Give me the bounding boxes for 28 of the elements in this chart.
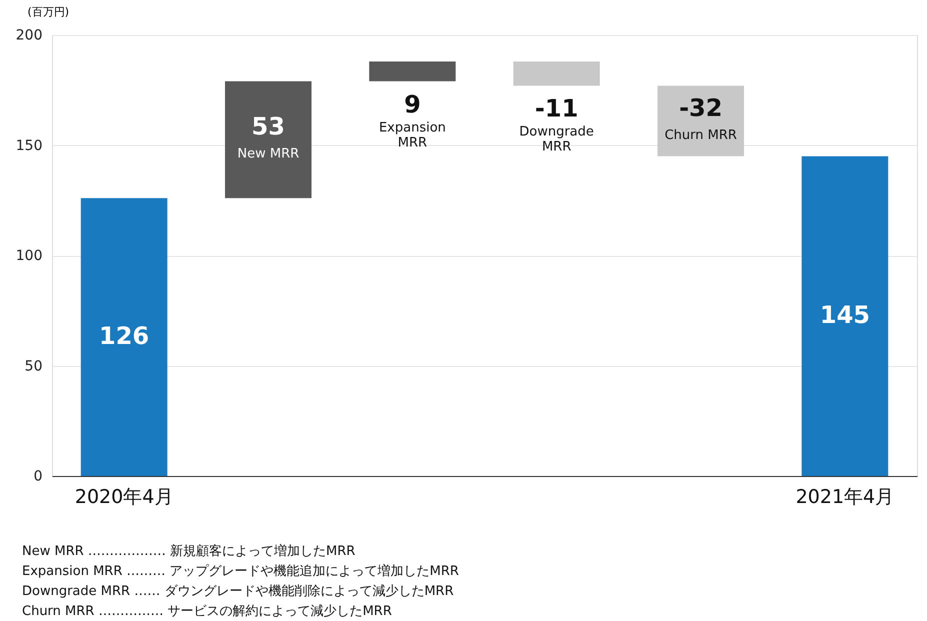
data-label: 9 (404, 90, 421, 118)
text: Downgrade MRR …… ダウングレードや機能削除によって減少したMRR (22, 584, 454, 599)
bar (513, 61, 600, 86)
data-label: 53 (252, 112, 285, 141)
data-label: 126 (99, 322, 150, 350)
text: Expansion MRR ……… アップグレードや機能追加によって増加したMRR (22, 563, 459, 579)
x-tick-label: Expansion MRR (378, 120, 446, 150)
text: Churn MRR …………… サービスの解約によって減少したMRR (22, 604, 392, 619)
text: New MRR ……………… 新規顧客によって増加したMRR (22, 543, 356, 559)
y-tick-label: 150 (16, 138, 42, 154)
bar (658, 86, 744, 156)
bar (80, 198, 168, 476)
x-tick-label: New MRR (237, 146, 300, 162)
y-tick-label: 0 (34, 468, 42, 484)
y-axis-title: (百万円) (28, 6, 70, 18)
data-label: -11 (534, 94, 578, 123)
bar (369, 61, 456, 82)
x-tick-label: 2020年4月 (74, 486, 174, 508)
y-tick-label: 200 (16, 28, 42, 44)
data-label: 145 (820, 301, 870, 330)
data-label: -32 (679, 94, 722, 122)
bar (802, 156, 888, 476)
x-tick-label: 2021年4月 (796, 486, 894, 508)
x-tick-label: Downgrade MRR (519, 124, 594, 155)
y-tick-label: 50 (24, 358, 42, 374)
bar (225, 81, 312, 198)
x-tick-label: Churn MRR (664, 128, 737, 143)
y-tick-label: 100 (16, 248, 42, 264)
